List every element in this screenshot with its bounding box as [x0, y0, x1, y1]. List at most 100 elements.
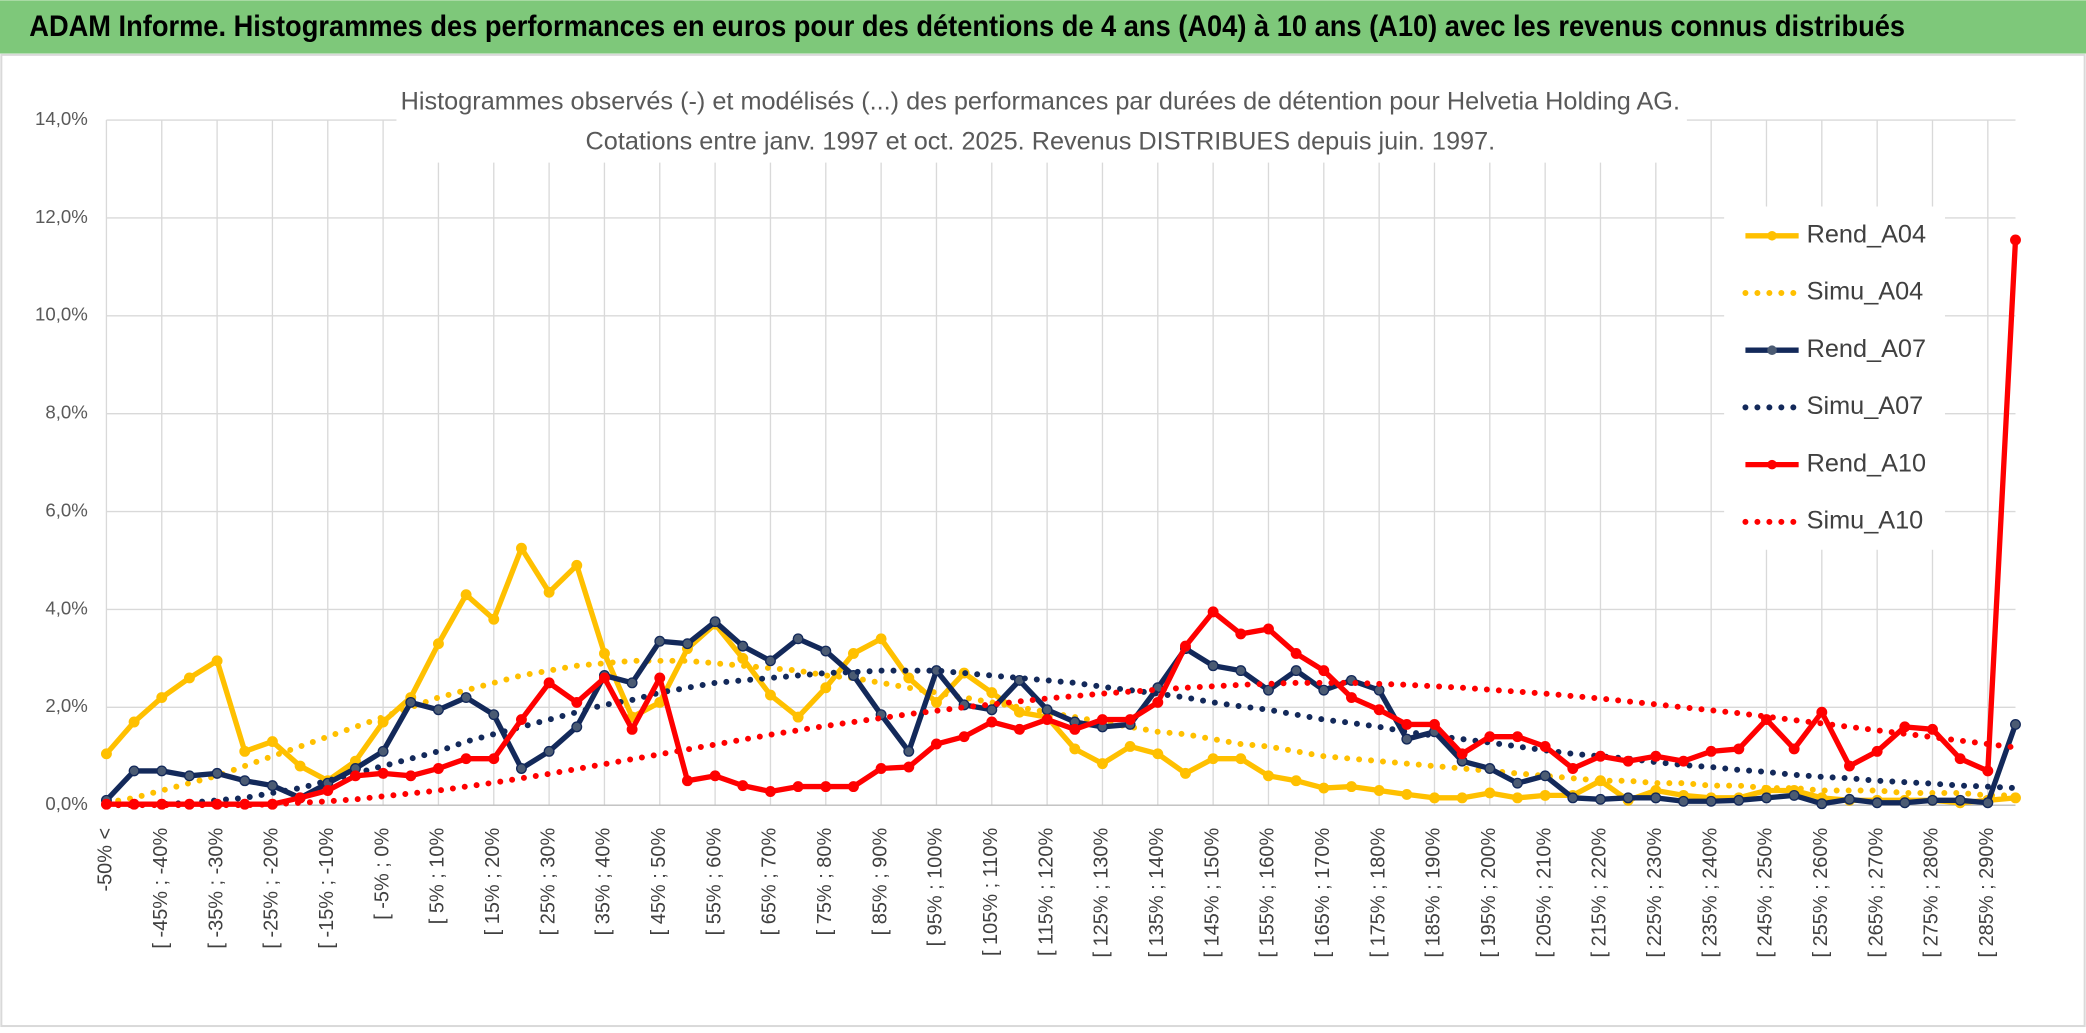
y-tick-label: 4,0% — [45, 597, 87, 618]
point — [1124, 741, 1136, 752]
x-tick-label: [ 135% ; 140% — [1146, 828, 1168, 958]
point — [1622, 755, 1634, 767]
point — [1927, 794, 1938, 806]
point — [515, 714, 527, 726]
point — [1207, 753, 1219, 765]
point — [1456, 748, 1468, 760]
point — [1263, 770, 1274, 782]
point — [543, 586, 555, 598]
point — [1733, 743, 1745, 755]
point — [1484, 731, 1496, 743]
point — [571, 559, 583, 571]
point — [571, 721, 583, 733]
point — [1263, 623, 1274, 635]
x-tick-label: [ 145% ; 150% — [1201, 828, 1223, 958]
point — [681, 775, 693, 787]
y-tick-label: 12,0% — [35, 206, 88, 227]
point — [1678, 755, 1689, 767]
point — [156, 692, 168, 703]
x-tick-label: [ 195% ; 200% — [1478, 828, 1500, 958]
x-tick-label: [ 45% ; 50% — [648, 828, 670, 936]
point — [1207, 606, 1219, 618]
chart-subtitle: Histogrammes observés (-) et modélisés (… — [401, 87, 1680, 115]
x-tick-label: [ 155% ; 160% — [1257, 828, 1279, 958]
x-tick-label: [ 185% ; 190% — [1423, 828, 1445, 958]
point — [1595, 793, 1606, 805]
point — [183, 672, 195, 684]
point — [654, 672, 666, 684]
point — [1512, 731, 1523, 743]
point — [1871, 745, 1883, 757]
point — [460, 753, 472, 765]
point — [1650, 792, 1662, 804]
point — [488, 613, 500, 625]
point — [1373, 704, 1385, 716]
point — [211, 767, 223, 779]
point — [377, 767, 389, 779]
point — [100, 748, 112, 760]
point — [1290, 775, 1302, 787]
x-tick-label: [ 175% ; 180% — [1367, 828, 1389, 958]
point — [1429, 792, 1440, 804]
x-tick-label: [ 65% ; 70% — [759, 828, 781, 936]
point — [488, 753, 500, 765]
point — [1318, 665, 1330, 677]
point — [1788, 789, 1800, 801]
point — [1235, 665, 1247, 677]
point — [847, 781, 859, 793]
point — [2010, 792, 2021, 804]
point — [1871, 797, 1883, 809]
point — [1733, 794, 1745, 806]
point — [626, 677, 638, 689]
point — [792, 711, 804, 723]
point — [903, 761, 915, 773]
legend-label: Rend_A04 — [1807, 220, 1926, 248]
point — [820, 645, 832, 657]
point — [1761, 792, 1772, 804]
point — [820, 781, 832, 793]
point — [931, 696, 942, 708]
point — [266, 736, 278, 748]
x-tick-label: [ 95% ; 100% — [925, 828, 947, 947]
chart-frame — [0, 53, 2086, 1028]
point — [1512, 792, 1523, 804]
point — [986, 716, 998, 728]
point — [1705, 745, 1717, 757]
point — [1512, 777, 1523, 789]
point — [1124, 714, 1136, 726]
legend-label: Simu_A04 — [1807, 278, 1924, 306]
point — [432, 763, 444, 774]
legend-marker — [1767, 345, 1777, 355]
point — [2010, 718, 2021, 730]
series-line — [106, 239, 2019, 807]
point — [432, 638, 444, 650]
point — [1207, 660, 1219, 672]
legend-label: Simu_A10 — [1807, 506, 1924, 534]
point — [405, 770, 417, 782]
point — [1346, 781, 1357, 793]
point — [931, 738, 942, 750]
series-line — [103, 667, 2019, 809]
point — [432, 704, 444, 716]
point — [1788, 743, 1800, 755]
header-title: ADAM Informe. Histogrammes des performan… — [29, 11, 1905, 43]
x-tick-label: [ 75% ; 80% — [814, 828, 836, 936]
point — [1484, 763, 1496, 774]
point — [239, 775, 251, 787]
point — [1041, 714, 1053, 726]
point — [1816, 798, 1828, 810]
point — [1705, 795, 1717, 807]
subtitle-bg — [396, 82, 1687, 163]
point — [1954, 794, 1966, 806]
point — [626, 723, 638, 735]
point — [1982, 765, 1994, 777]
x-tick-label: [ 265% ; 270% — [1865, 828, 1887, 958]
legend-label: Simu_A07 — [1807, 392, 1924, 420]
point — [183, 770, 195, 782]
point — [681, 638, 693, 650]
point — [1539, 789, 1551, 801]
x-tick-label: [ 275% ; 280% — [1921, 828, 1943, 958]
point — [1290, 648, 1302, 659]
point — [958, 731, 970, 743]
legend-label: Rend_A10 — [1807, 449, 1926, 477]
